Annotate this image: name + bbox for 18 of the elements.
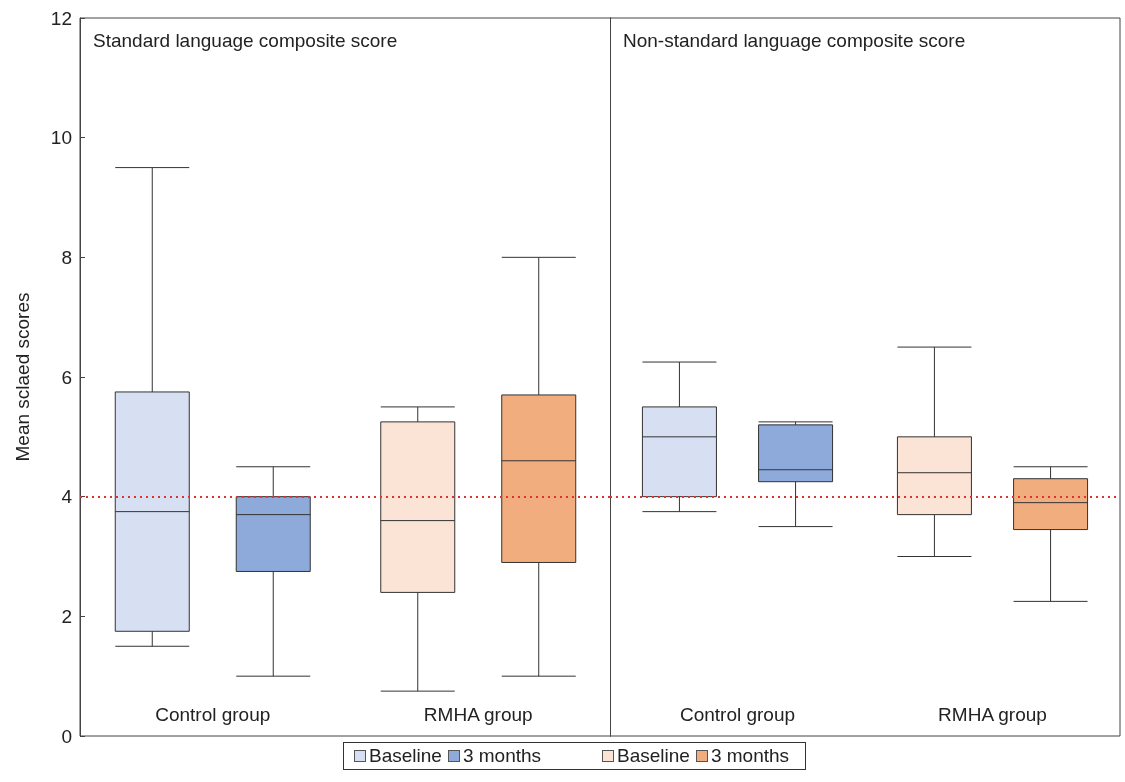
text: Non-standard language composite score [623, 30, 966, 51]
x-tick-label: RMHA group [423, 704, 533, 725]
x-tick-label: Control group [679, 704, 796, 725]
text: Standard language composite score [93, 30, 398, 51]
y-tick-label: 8 [61, 246, 72, 268]
legend-label: Baseline [617, 745, 690, 767]
legend-label: Baseline [369, 745, 442, 767]
y-tick-label: 2 [61, 605, 72, 627]
y-tick-label: 6 [61, 366, 72, 388]
y-axis-title: Mean sclaed scores [12, 292, 33, 462]
y-tick-label: 0 [61, 725, 72, 747]
x-tick-label: RMHA group [938, 704, 1047, 725]
y-tick-label: 4 [61, 486, 73, 508]
legend-label: 3 months [462, 745, 542, 767]
x-tick-label: Control group [155, 704, 271, 725]
y-tick-label: 12 [50, 7, 72, 29]
y-tick-label: 10 [50, 127, 72, 149]
legend-label: 3 months [710, 745, 790, 767]
